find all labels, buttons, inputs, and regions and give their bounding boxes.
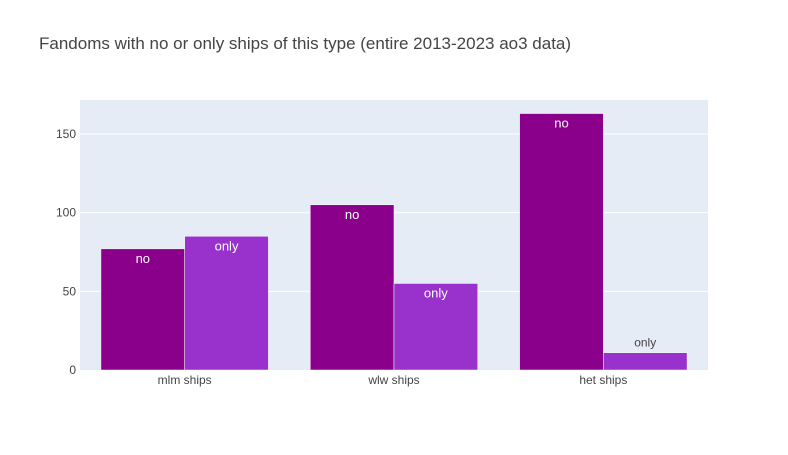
y-tick-label: 0 [69,363,76,377]
bar-label-only-0: only [215,238,239,253]
x-axis-ticks: mlm ships wlw ships het ships [158,373,628,387]
bars [100,113,688,371]
x-tick-label: het ships [579,373,627,387]
bar-label-no-0: no [136,251,150,266]
x-tick-label: wlw ships [367,373,419,387]
bar-label-only-2: only [634,336,656,350]
bar-label-no-1: no [345,207,359,222]
bar-only-1 [393,283,478,371]
x-tick-label: mlm ships [158,373,212,387]
y-tick-label: 50 [63,284,77,298]
y-tick-label: 150 [56,127,76,141]
chart-title: Fandoms with no or only ships of this ty… [39,34,572,53]
bar-only-0 [184,236,269,371]
bar-no-2 [519,113,604,371]
bar-no-0 [100,248,185,371]
y-tick-label: 100 [56,206,76,220]
bar-only-2 [603,352,688,371]
bar-no-1 [310,204,395,371]
bar-label-no-2: no [554,116,568,131]
bar-label-only-1: only [424,285,448,300]
y-axis-ticks: 0 50 100 150 [56,127,76,377]
bar-labels: no only no only no only [136,116,657,350]
